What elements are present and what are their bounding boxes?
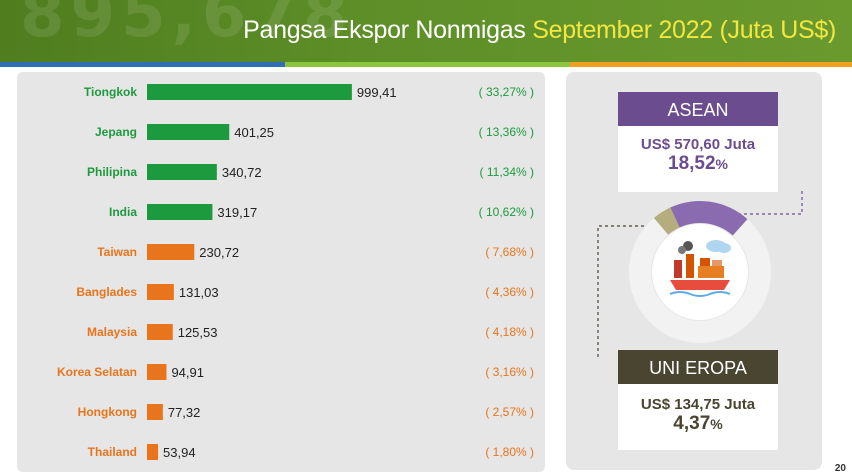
- factory-ship-icon: [669, 240, 731, 297]
- bar: [147, 364, 167, 380]
- value-label: 77,32: [168, 405, 201, 420]
- bar: [147, 444, 159, 460]
- category-label: Banglades: [76, 285, 137, 299]
- share-label: ( 2,57% ): [485, 405, 534, 419]
- value-label: 94,91: [171, 365, 204, 380]
- page-number: 20: [834, 463, 846, 474]
- bar: [147, 244, 195, 260]
- asean-card: ASEAN US$ 570,60 Juta 18,52%: [618, 92, 778, 192]
- asean-title: ASEAN: [618, 92, 778, 126]
- bar: [147, 84, 352, 100]
- share-label: ( 4,36% ): [485, 285, 534, 299]
- stripe-green: [285, 62, 570, 67]
- header-banner: 895,678 Pangsa Ekspor Nonmigas September…: [0, 0, 852, 62]
- share-label: ( 3,16% ): [485, 365, 534, 379]
- page-title: Pangsa Ekspor Nonmigas September 2022 (J…: [243, 16, 836, 45]
- category-label: Korea Selatan: [57, 365, 137, 379]
- eu-value: US$ 134,75 Juta: [640, 396, 756, 413]
- share-label: ( 33,27% ): [479, 85, 534, 99]
- share-label: ( 7,68% ): [485, 245, 534, 259]
- category-label: Taiwan: [97, 245, 137, 259]
- bar: [147, 284, 174, 300]
- bar: [147, 164, 217, 180]
- share-label: ( 10,62% ): [479, 205, 534, 219]
- eu-percent-number: 4,37: [673, 413, 711, 434]
- chart-panel: Tiongkok 999,41 ( 33,27% ) Jepang 401,25 ( 13…: [17, 72, 545, 472]
- banner-watermark: 895,678: [20, 0, 354, 52]
- value-label: 125,53: [178, 325, 218, 340]
- stripe-blue: [0, 62, 285, 67]
- asean-percent-number: 18,52: [668, 153, 716, 174]
- eu-title: UNI EROPA: [618, 350, 778, 384]
- category-label: Tiongkok: [84, 85, 137, 99]
- share-label: ( 13,36% ): [479, 125, 534, 139]
- eu-percent: 4,37%: [618, 413, 778, 435]
- category-label: India: [109, 205, 137, 219]
- category-label: Hongkong: [78, 405, 137, 419]
- value-label: 230,72: [199, 245, 239, 260]
- value-label: 999,41: [357, 85, 397, 100]
- stripe-orange: [570, 62, 852, 67]
- asean-percent-sign: %: [715, 156, 728, 172]
- value-label: 401,25: [234, 125, 274, 140]
- bar: [147, 204, 213, 220]
- category-label: Jepang: [95, 125, 137, 139]
- eu-card: UNI EROPA US$ 134,75 Juta 4,37%: [618, 350, 778, 450]
- share-label: ( 1,80% ): [485, 445, 534, 459]
- category-label: Philipina: [87, 165, 137, 179]
- bar: [147, 324, 173, 340]
- value-label: 319,17: [217, 205, 257, 220]
- value-label: 340,72: [222, 165, 262, 180]
- page-title-main: Pangsa Ekspor Nonmigas: [243, 16, 526, 44]
- value-label: 53,94: [163, 445, 196, 460]
- page-title-highlight: September 2022 (Juta US$): [532, 16, 836, 44]
- category-label: Malaysia: [87, 325, 137, 339]
- share-donut: [597, 190, 803, 360]
- bar-chart: Tiongkok 999,41 ( 33,27% ) Jepang 401,25 ( 13…: [57, 84, 534, 460]
- asean-value: US$ 570,60 Juta: [640, 136, 756, 153]
- donut-eu-slice: [653, 207, 680, 235]
- asean-percent: 18,52%: [618, 153, 778, 175]
- bar: [147, 404, 163, 420]
- share-label: ( 11,34% ): [480, 165, 534, 179]
- asean-connector-line: [734, 190, 803, 215]
- bar: [147, 124, 230, 140]
- value-label: 131,03: [179, 285, 219, 300]
- donut-asean-slice: [670, 201, 748, 236]
- category-label: Thailand: [88, 445, 137, 459]
- share-label: ( 4,18% ): [485, 325, 534, 339]
- eu-percent-sign: %: [710, 416, 723, 432]
